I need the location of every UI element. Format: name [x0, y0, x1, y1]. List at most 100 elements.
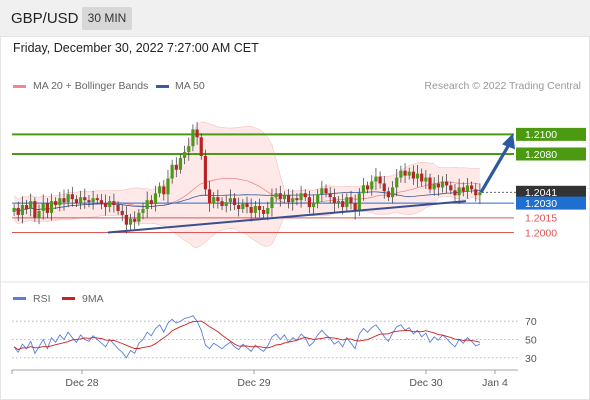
- candle-body: [237, 205, 241, 209]
- candle: [54, 197, 58, 209]
- candle-body: [29, 201, 33, 209]
- candle: [241, 199, 245, 213]
- candle-body: [270, 197, 274, 208]
- candle-body: [199, 137, 203, 156]
- candle: [420, 168, 424, 187]
- candle-body: [403, 170, 407, 176]
- candle-body: [120, 210, 124, 215]
- candle-body: [45, 203, 49, 213]
- candle-body: [191, 129, 195, 147]
- candle-body: [257, 206, 262, 210]
- candle: [83, 188, 87, 209]
- candle: [270, 188, 274, 217]
- candle: [187, 137, 191, 161]
- bollinger-upper-line: [13, 121, 480, 200]
- candle-body: [95, 198, 99, 201]
- chart-datetime: Friday, December 30, 2022 7:27:00 AM CET: [13, 41, 259, 55]
- rsi-ma-legend-swatch: [62, 297, 75, 300]
- candle-body: [24, 205, 29, 209]
- candle: [345, 193, 349, 211]
- candle-body: [303, 193, 307, 198]
- research-credit: Research © 2022 Trading Central: [424, 80, 581, 92]
- candle: [415, 164, 420, 188]
- candle: [436, 174, 440, 197]
- projection-arrow-shaft: [479, 145, 510, 194]
- candle: [274, 188, 278, 203]
- candle: [361, 177, 366, 201]
- candle-body: [183, 152, 187, 158]
- candle: [224, 195, 228, 213]
- candle-body: [274, 193, 278, 198]
- candle: [178, 154, 183, 174]
- candle: [108, 196, 112, 213]
- candle: [440, 176, 445, 193]
- candle: [295, 193, 299, 206]
- candle: [133, 211, 137, 230]
- support-trendline: [107, 200, 467, 234]
- candle-body: [112, 201, 116, 206]
- candle: [95, 194, 99, 205]
- candle: [228, 189, 232, 211]
- candle: [232, 193, 237, 211]
- candle: [311, 194, 316, 216]
- candle-body: [407, 171, 411, 176]
- candle-body: [166, 178, 170, 195]
- candle: [316, 189, 320, 209]
- candle: [449, 181, 453, 195]
- candle-body: [311, 203, 316, 208]
- candle: [220, 197, 224, 210]
- candle: [395, 168, 399, 197]
- candle-body: [474, 189, 478, 196]
- candle: [278, 185, 282, 207]
- candle: [461, 182, 465, 197]
- candle-body: [262, 209, 266, 214]
- candle: [216, 189, 220, 209]
- level-label-1.2041: 1.2041: [525, 187, 557, 199]
- candle-body: [216, 197, 220, 202]
- candle-body: [141, 208, 145, 213]
- candle-body: [395, 177, 399, 188]
- candle-body: [328, 193, 332, 198]
- candle-body: [58, 198, 62, 206]
- candle: [62, 189, 66, 211]
- candle-body: [390, 187, 395, 198]
- candle-body: [420, 173, 424, 182]
- candle-body: [49, 201, 54, 213]
- candle: [370, 175, 374, 196]
- candle: [49, 193, 54, 221]
- candle: [253, 200, 257, 219]
- candle: [153, 185, 158, 212]
- candle-body: [424, 177, 428, 182]
- bollinger-legend-label: MA 20 + Bollinger Bands: [33, 80, 149, 92]
- candle-body: [16, 208, 20, 215]
- candle: [465, 177, 470, 199]
- candle-body: [245, 203, 249, 208]
- candle-body: [212, 197, 216, 204]
- candle: [478, 183, 482, 204]
- candle-body: [457, 187, 461, 196]
- candle: [41, 194, 45, 220]
- candle-body: [370, 181, 374, 190]
- candle: [199, 133, 203, 160]
- candle-body: [320, 188, 324, 195]
- candle: [195, 121, 199, 145]
- level-label-1.2030: 1.2030: [525, 198, 557, 210]
- candle-body: [203, 155, 208, 190]
- candle: [45, 197, 49, 219]
- symbol-title: GBP/USD: [11, 10, 79, 27]
- level-label-1.2080: 1.2080: [525, 149, 557, 161]
- candle-body: [207, 189, 212, 204]
- candle: [137, 208, 141, 226]
- candle: [24, 199, 29, 215]
- candle-body: [41, 203, 45, 211]
- candle: [474, 183, 478, 202]
- candle-body: [415, 173, 420, 179]
- candle: [366, 181, 370, 194]
- candle: [432, 177, 436, 196]
- candle-body: [108, 201, 112, 208]
- timeframe-badge[interactable]: 30 MIN: [82, 7, 132, 30]
- candle: [87, 195, 91, 208]
- candle-body: [70, 194, 74, 200]
